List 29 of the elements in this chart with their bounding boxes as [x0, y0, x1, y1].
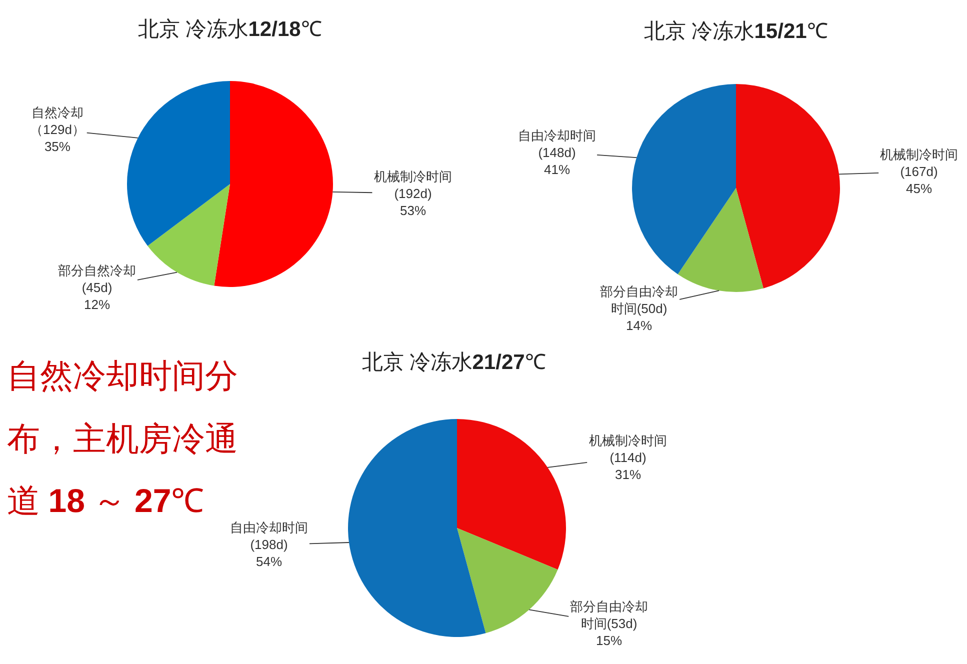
data-label: （129d） 35%	[30, 122, 85, 154]
slice-label: 部分自由冷却时间(53d) 15%	[570, 599, 648, 648]
text: 自然冷却时间分布，主机房冷通道 18 ～ 27℃	[7, 359, 238, 520]
data-label: (198d) 54%	[250, 536, 288, 569]
slice-label: 机械制冷时间	[589, 433, 667, 448]
chart-title: 北京 冷冻水15/21℃	[644, 19, 828, 43]
slice-label: 自由冷却时间	[230, 520, 308, 535]
pie-slice	[457, 528, 558, 634]
chart-title: 北京 冷冻水12/18℃	[138, 17, 322, 41]
chart-title: 北京 冷冻水21/27℃	[362, 350, 546, 374]
pie-slice	[678, 188, 764, 292]
pie-slice	[214, 81, 333, 287]
pie-slice	[127, 81, 230, 246]
data-label: (148d) 41%	[538, 144, 576, 177]
slice-label: 机械制冷时间	[880, 147, 958, 162]
slice-label: 机械制冷时间	[374, 169, 452, 184]
data-label: (45d) 12%	[82, 280, 112, 312]
pie-slice	[348, 419, 486, 637]
data-label: (114d) 31%	[610, 450, 646, 482]
data-label: (192d) 53%	[394, 186, 432, 218]
pie-slice	[736, 84, 840, 288]
slice-label: 部分自然冷却	[58, 263, 136, 278]
slice-label: 部分自由冷却时间(50d) 14%	[600, 284, 678, 333]
pie-slice	[148, 184, 230, 286]
pie-slice	[632, 84, 736, 274]
slice-label: 自由冷却时间	[518, 128, 596, 143]
pie-slice	[457, 419, 566, 570]
data-label: (167d) 45%	[900, 164, 938, 196]
slice-label: 自然冷却	[31, 105, 84, 120]
